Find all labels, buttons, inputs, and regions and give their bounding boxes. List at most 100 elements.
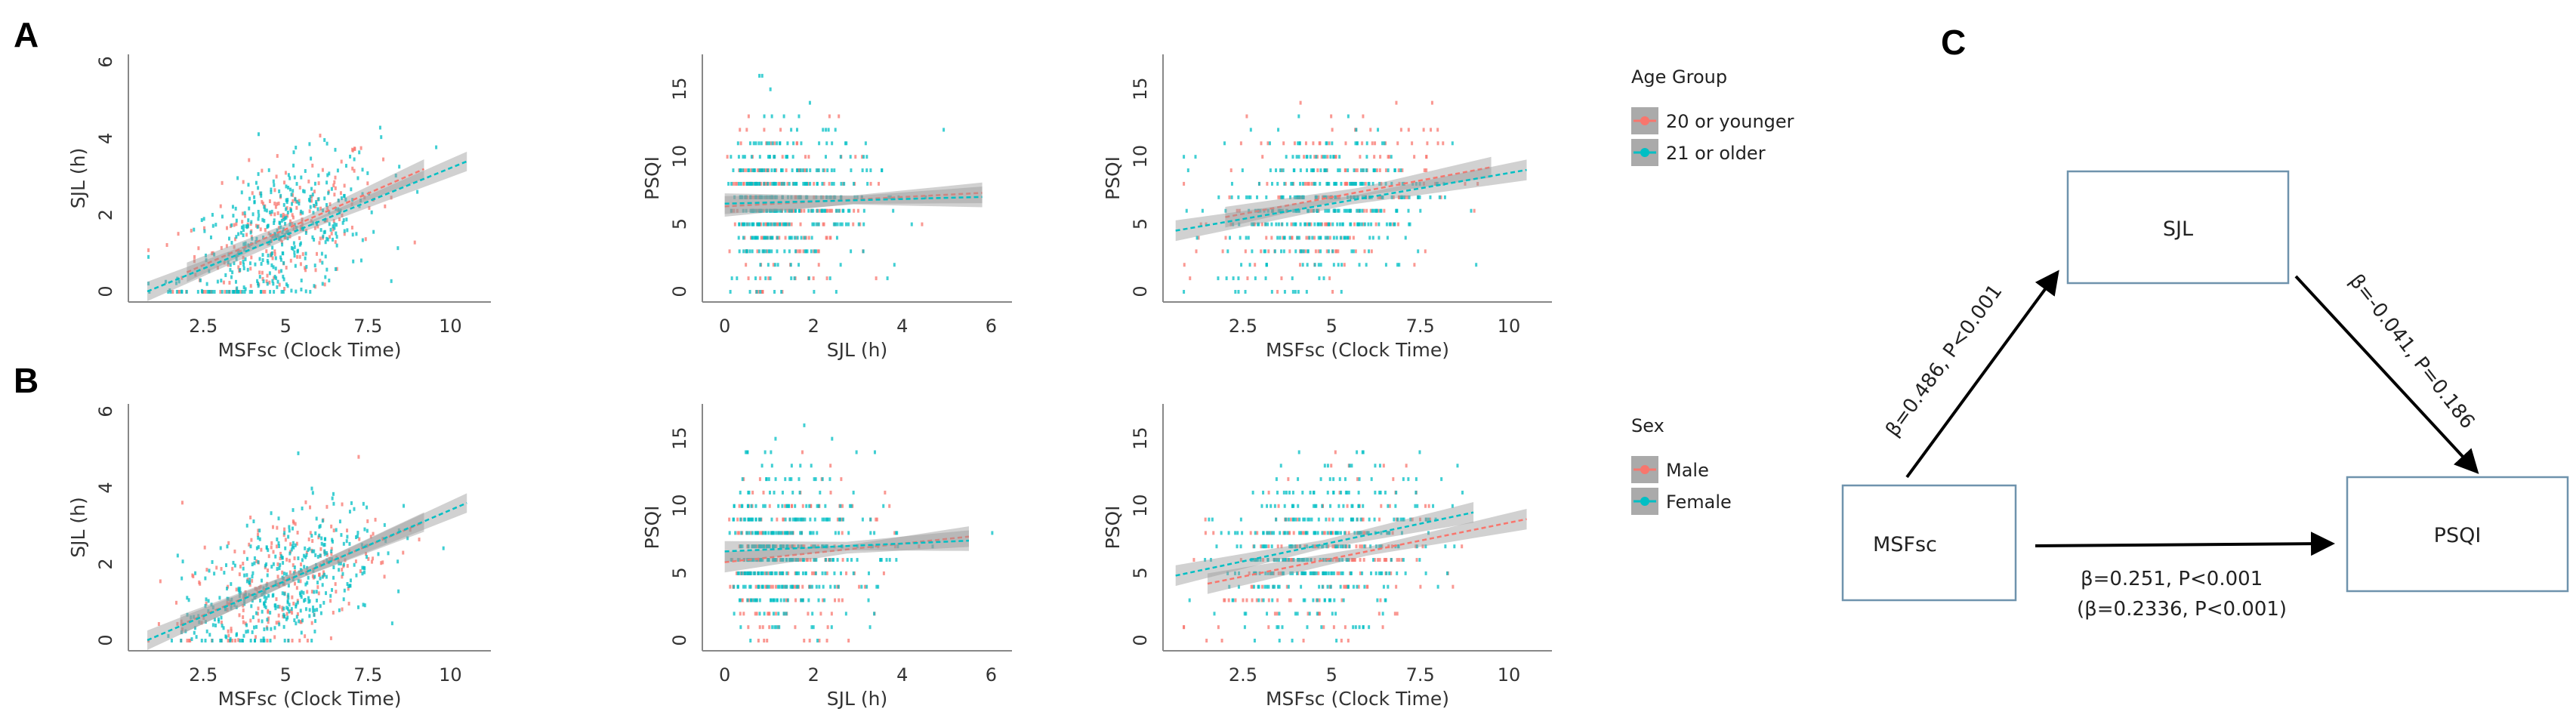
scatter-point (311, 193, 314, 197)
scatter-point (1260, 598, 1263, 602)
scatter-point (325, 575, 328, 579)
legend-item: 21 or older (1631, 139, 1766, 166)
scatter-point (1402, 558, 1405, 562)
scatter-point (1319, 558, 1322, 562)
scatter-point (300, 595, 303, 599)
scatter-point (230, 603, 233, 608)
scatter-point (1430, 100, 1433, 105)
scatter-point (309, 531, 312, 535)
scatter-point (322, 543, 325, 547)
scatter-point (1315, 571, 1318, 575)
scatter-point (1400, 195, 1403, 199)
scatter-point (779, 128, 782, 132)
scatter-point (332, 227, 335, 232)
scatter-point (822, 195, 825, 199)
scatter-point (288, 528, 291, 533)
scatter-point (755, 612, 758, 616)
scatter-point (282, 215, 285, 220)
scatter-point (786, 181, 789, 186)
scatter-point (1414, 181, 1418, 186)
scatter-point (1336, 544, 1339, 549)
scatter-point (312, 609, 315, 613)
scatter-point (782, 222, 785, 226)
scatter-point (333, 222, 336, 226)
scatter-point (784, 208, 787, 213)
scatter-point (175, 290, 178, 294)
scatter-point (776, 517, 779, 522)
scatter-point (1328, 517, 1331, 522)
legend-key-dot (1640, 465, 1649, 474)
scatter-point (276, 279, 279, 284)
scatter-point (341, 575, 344, 579)
scatter-point (299, 262, 302, 267)
scatter-point (219, 204, 222, 208)
panel-label-b: B (14, 361, 39, 400)
scatter-point (318, 572, 321, 577)
scatter-point (755, 290, 758, 294)
scatter-point (290, 547, 293, 552)
scatter-point (297, 556, 300, 560)
scatter-point (1194, 155, 1197, 159)
scatter-point (753, 195, 756, 199)
scatter-point (764, 276, 767, 281)
scatter-point (770, 450, 773, 454)
scatter-point (264, 290, 267, 294)
scatter-point (757, 584, 760, 589)
x-tick-label: 10 (439, 664, 462, 686)
scatter-point (270, 209, 273, 214)
scatter-point (767, 477, 770, 482)
scatter-point (784, 584, 787, 589)
scatter-point (315, 598, 318, 602)
scatter-point (291, 544, 294, 549)
scatter-point (1337, 168, 1340, 173)
scatter-point (233, 290, 236, 294)
scatter-point (1353, 195, 1356, 199)
scatter-point (1212, 531, 1215, 535)
scatter-point (210, 602, 213, 607)
scatter-point (784, 477, 787, 482)
scatter-point (1347, 168, 1350, 173)
scatter-point (1247, 236, 1250, 240)
scatter-point (818, 141, 821, 146)
scatter-point (828, 517, 831, 522)
scatter-point (293, 254, 296, 258)
scatter-point (886, 276, 889, 281)
y-tick-label: 15 (1130, 77, 1151, 100)
scatter-point (773, 558, 776, 562)
scatter-point (1377, 128, 1380, 132)
scatter-point (802, 181, 805, 186)
scatter-point (776, 208, 779, 213)
scatter-point (794, 558, 797, 562)
scatter-point (240, 225, 243, 230)
scatter-point (1185, 208, 1188, 213)
scatter-point (836, 558, 839, 562)
scatter-point (323, 137, 326, 142)
scatter-point (281, 251, 284, 255)
path-a-coefficient: β=0.486, P<0.001 (1881, 280, 2007, 441)
scatter-point (821, 181, 824, 186)
scatter-point (817, 249, 820, 254)
scatter-point (366, 505, 369, 510)
scatter-point (741, 504, 744, 508)
scatter-point (757, 249, 760, 254)
scatter-point (775, 571, 778, 575)
scatter-point (781, 544, 784, 549)
scatter-point (1374, 571, 1377, 575)
scatter-point (1239, 141, 1242, 146)
scatter-point (257, 217, 260, 221)
scatter-point (394, 174, 397, 178)
scatter-point (1360, 531, 1363, 535)
scatter-point (819, 195, 822, 199)
scatter-point (1270, 531, 1273, 535)
scatter-point (359, 258, 362, 263)
scatter-point (742, 208, 745, 213)
scatter-point (307, 575, 310, 580)
scatter-point (751, 208, 754, 213)
scatter-point (838, 598, 841, 602)
scatter-point (1306, 625, 1309, 630)
scatter-point (779, 141, 782, 146)
scatter-point (826, 625, 829, 630)
scatter-point (348, 549, 351, 553)
scatter-point (295, 226, 298, 230)
